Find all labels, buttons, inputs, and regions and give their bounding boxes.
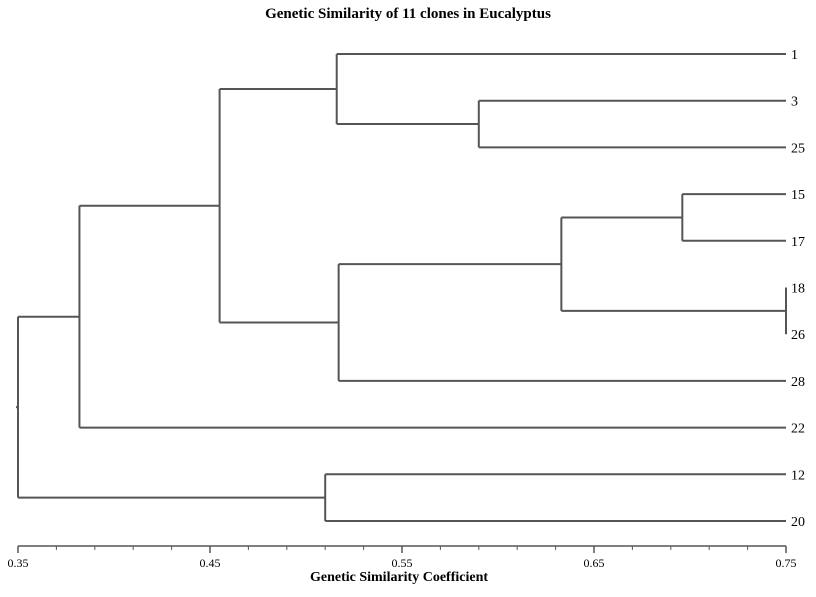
x-axis-label: Genetic Similarity Coefficient [0, 570, 816, 586]
dendrogram-links [16, 54, 786, 521]
tick-label-0.55: 0.55 [392, 556, 413, 570]
tick-label-0.45: 0.45 [200, 556, 221, 570]
leaf-label-17: 17 [791, 235, 805, 250]
tick-label-0.65: 0.65 [584, 556, 605, 570]
leaf-label-28: 28 [791, 375, 805, 390]
tick-label-0.75: 0.75 [776, 556, 797, 570]
tick-label-0.35: 0.35 [8, 556, 29, 570]
leaf-label-20: 20 [791, 515, 805, 530]
leaf-label-25: 25 [791, 141, 805, 156]
leaf-label-22: 22 [791, 422, 805, 437]
leaf-label-18: 18 [791, 282, 805, 297]
leaf-label-1: 1 [791, 48, 798, 63]
leaf-label-15: 15 [791, 188, 805, 203]
leaf-label-3: 3 [791, 95, 798, 110]
x-axis: 0.35 0.45 0.55 0.65 0.75 [8, 546, 797, 570]
leaf-label-12: 12 [791, 468, 805, 483]
leaf-labels: 1 3 25 15 17 18 26 28 22 12 20 [791, 48, 805, 530]
leaf-label-26: 26 [791, 328, 805, 343]
